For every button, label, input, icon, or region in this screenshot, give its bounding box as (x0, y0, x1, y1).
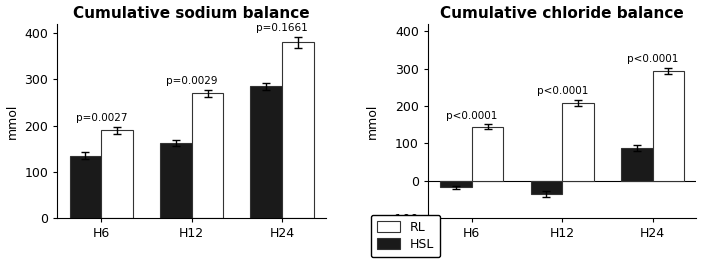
Text: p=0.0027: p=0.0027 (75, 113, 127, 123)
Legend: RL, HSL: RL, HSL (371, 215, 440, 257)
Bar (192, 93, 223, 218)
Text: p=0.1661: p=0.1661 (256, 23, 308, 33)
Title: Cumulative chloride balance: Cumulative chloride balance (440, 6, 684, 21)
Bar (562, 103, 594, 181)
Bar (472, 127, 503, 181)
Text: p<0.0001: p<0.0001 (446, 110, 498, 120)
Y-axis label: mmol: mmol (6, 103, 19, 139)
Bar (160, 143, 192, 218)
Bar (440, 181, 472, 188)
Bar (282, 43, 314, 218)
Text: p<0.0001: p<0.0001 (536, 86, 588, 96)
Bar (653, 70, 684, 181)
Bar (70, 156, 101, 218)
Title: Cumulative sodium balance: Cumulative sodium balance (73, 6, 310, 21)
Bar (251, 86, 282, 218)
Bar (621, 148, 653, 181)
Bar (101, 130, 133, 218)
Bar (531, 181, 562, 194)
Text: p=0.0029: p=0.0029 (166, 76, 218, 86)
Text: p<0.0001: p<0.0001 (627, 54, 679, 64)
Y-axis label: mmol: mmol (366, 103, 379, 139)
